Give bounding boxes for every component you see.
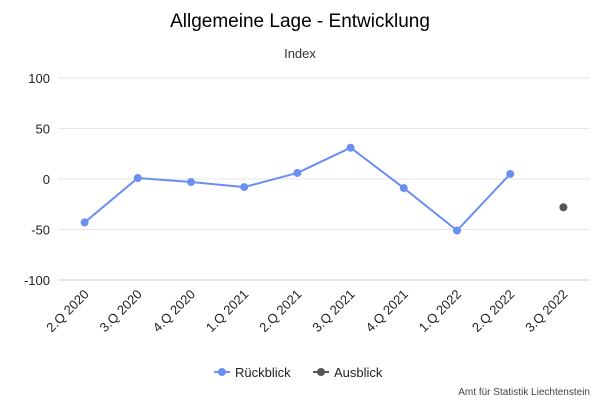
legend-marker: [317, 368, 325, 376]
chart-subtitle: Index: [284, 46, 316, 61]
credits-text: Amt für Statistik Liechtenstein: [458, 387, 590, 398]
data-point[interactable]: [453, 226, 461, 235]
x-tick-label: 1.Q 2021: [203, 287, 251, 335]
y-tick-label: 0: [43, 172, 50, 187]
x-tick-label: 3.Q 2020: [96, 287, 144, 335]
x-tick-label: 4.Q 2020: [150, 287, 198, 335]
legend: Rückblick Ausblick: [214, 365, 383, 380]
legend-marker: [218, 368, 226, 376]
data-point[interactable]: [240, 183, 249, 192]
data-point[interactable]: [399, 184, 408, 193]
y-tick-label: 100: [28, 71, 50, 86]
x-tick-label: 2.Q 2020: [43, 287, 91, 335]
data-point[interactable]: [506, 169, 515, 178]
legend-label: Rückblick: [235, 365, 291, 380]
x-tick-label: 2.Q 2022: [469, 287, 517, 335]
x-tick-label: 1.Q 2022: [416, 287, 464, 335]
legend-label: Ausblick: [334, 365, 383, 380]
legend-item[interactable]: Ausblick: [313, 365, 383, 380]
data-point[interactable]: [133, 173, 142, 182]
data-point[interactable]: [293, 168, 302, 177]
series-line: [83, 146, 511, 232]
x-axis: 2.Q 2020 3.Q 2020 4.Q 2020 1.Q 2021 2.Q 2021…: [43, 279, 590, 335]
x-tick-label: 4.Q 2021: [362, 287, 410, 335]
y-tick-label: -50: [31, 223, 50, 238]
x-tick-label: 2.Q 2021: [256, 287, 304, 335]
x-tick-label: 3.Q 2022: [522, 287, 570, 335]
legend-item[interactable]: Rückblick: [214, 365, 291, 380]
y-axis: 100 50 0 -50 -100: [24, 71, 50, 288]
y-tick-label: 50: [36, 122, 50, 137]
data-point[interactable]: [559, 203, 568, 212]
data-point[interactable]: [80, 218, 89, 227]
data-point[interactable]: [346, 143, 355, 152]
x-tick-label: 3.Q 2021: [309, 287, 357, 335]
data-point[interactable]: [187, 178, 195, 187]
series-group: [80, 143, 568, 235]
chart-title: Allgemeine Lage - Entwicklung: [170, 11, 430, 32]
y-tick-label: -100: [24, 273, 50, 288]
